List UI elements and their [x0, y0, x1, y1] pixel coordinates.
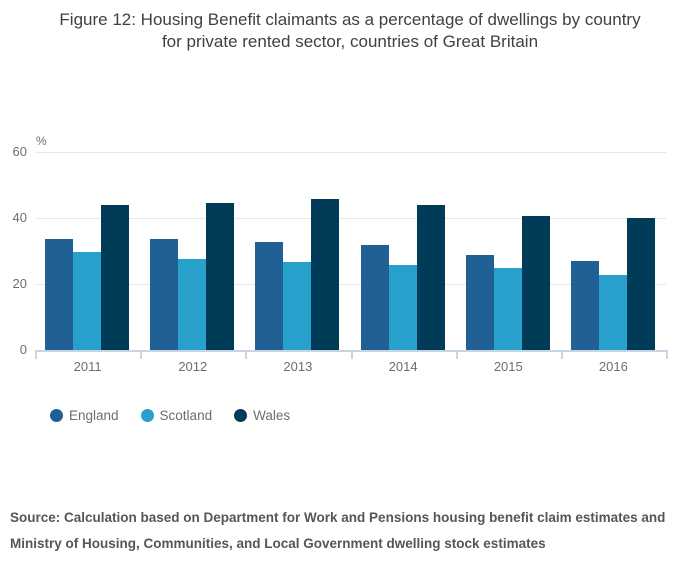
bar-scotland-2012[interactable]	[178, 258, 207, 350]
legend-dot-scotland-icon	[140, 409, 154, 422]
bar-wales-2013[interactable]	[311, 198, 340, 350]
bar-wales-2016[interactable]	[626, 218, 655, 350]
bar-wales-2014[interactable]	[416, 205, 445, 350]
bar-england-2016[interactable]	[570, 261, 599, 350]
legend-item-england[interactable]: England	[50, 408, 119, 423]
legend-dot-england-icon	[50, 409, 63, 422]
x-axis-tick-2	[245, 350, 248, 359]
x-tick-label-2013: 2013	[283, 359, 313, 374]
x-axis-tick-4	[455, 350, 458, 359]
bar-chart: % 0 20 40 60 2011 2012 2013 2014 2015 2016	[12, 134, 668, 374]
bar-scotland-2014[interactable]	[388, 264, 417, 350]
x-tick-label-2016: 2016	[598, 359, 628, 374]
bar-wales-2015[interactable]	[521, 215, 550, 350]
y-tick-label-40: 40	[12, 210, 27, 225]
legend-dot-wales-icon	[234, 409, 248, 422]
x-tick-label-2012: 2012	[178, 359, 208, 374]
x-tick-label-2011: 2011	[73, 359, 102, 374]
bar-scotland-2011[interactable]	[73, 251, 101, 350]
bar-england-2011[interactable]	[45, 238, 73, 350]
legend-label-scotland: Scotland	[159, 408, 213, 423]
y-tick-label-60: 60	[12, 144, 27, 159]
y-tick-label-20: 20	[12, 276, 27, 291]
y-axis-unit-label: %	[36, 134, 47, 148]
x-axis-tick-5	[560, 350, 563, 359]
x-tick-label-2014: 2014	[388, 359, 418, 374]
y-tick-label-0: 0	[19, 342, 27, 357]
x-tick-label-2015: 2015	[493, 359, 523, 374]
legend-label-wales: Wales	[253, 408, 291, 423]
legend-item-wales[interactable]: Wales	[234, 408, 290, 423]
source-note: Source: Calculation based on Department …	[10, 510, 666, 551]
legend-label-england: England	[69, 408, 119, 423]
bar-england-2012[interactable]	[150, 238, 179, 350]
gridline-40	[35, 218, 666, 219]
bar-wales-2011[interactable]	[101, 205, 129, 350]
bar-england-2015[interactable]	[465, 254, 494, 350]
bar-england-2014[interactable]	[360, 244, 389, 350]
x-axis-tick-3	[350, 350, 353, 359]
bar-wales-2012[interactable]	[206, 202, 235, 350]
x-axis-tick-6	[666, 350, 668, 359]
bar-england-2013[interactable]	[255, 241, 284, 350]
bar-scotland-2015[interactable]	[493, 268, 522, 350]
x-axis-tick-1	[140, 350, 143, 359]
legend-item-scotland[interactable]: Scotland	[140, 408, 213, 423]
legend: England Scotland Wales	[50, 408, 290, 423]
gridline-60	[35, 152, 666, 153]
gridline-20	[35, 284, 666, 285]
bar-scotland-2013[interactable]	[283, 261, 312, 350]
chart-title: Figure 12: Housing Benefit claimants as …	[59, 10, 641, 51]
x-axis-tick-0	[35, 350, 37, 359]
bar-scotland-2016[interactable]	[598, 275, 627, 350]
